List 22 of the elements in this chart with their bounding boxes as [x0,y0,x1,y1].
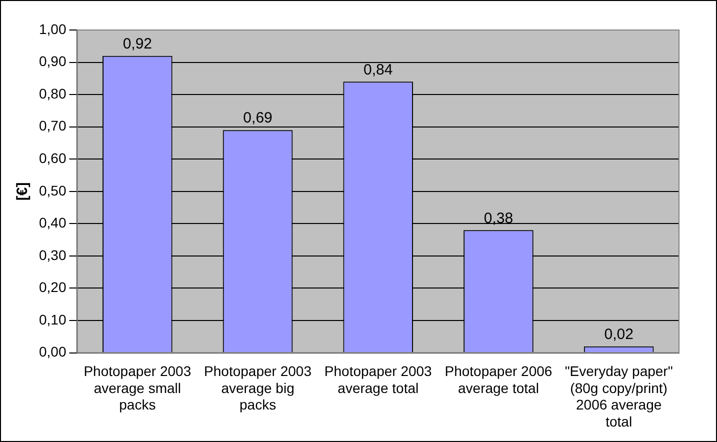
y-tick-label: 0,30 [39,246,66,263]
y-tick-label: 0,60 [39,150,66,166]
y-tick-label: 0,90 [39,53,66,70]
data-label: 0,02 [604,326,634,343]
data-label: 0,38 [484,210,514,227]
y-tick-label: 0,10 [39,311,66,328]
y-tick-label: 1,00 [39,20,66,37]
data-label: 0,69 [243,110,272,127]
data-label: 0,92 [122,35,152,52]
y-tick-label: 0,20 [39,279,66,296]
x-tick-label: Photopaper 2006 average total [444,363,552,396]
x-tick-label: Photopaper 2003 average small packs [84,363,192,413]
y-tick-label: 0,40 [39,214,66,231]
y-tick-label: 0,00 [39,344,66,360]
data-label: 0,84 [364,61,393,78]
y-tick-label: 0,70 [39,118,66,134]
y-tick-label: 0,80 [39,85,66,102]
x-tick-label: "Everyday paper" (80g copy/print) 2006 average total [564,363,673,430]
y-tick-label: 0,50 [39,182,66,198]
x-tick-label: Photopaper 2003 average big packs [204,363,312,413]
x-tick-label: Photopaper 2003 average total [324,363,432,396]
y-axis-title: [€] [14,182,32,201]
